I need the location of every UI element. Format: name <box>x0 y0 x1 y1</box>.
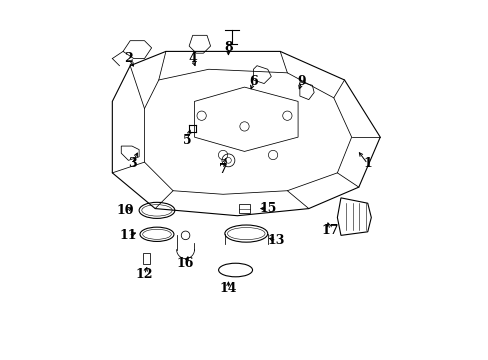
Text: 9: 9 <box>297 75 305 88</box>
Text: 10: 10 <box>116 204 133 217</box>
Text: 16: 16 <box>177 257 194 270</box>
Text: 2: 2 <box>124 52 133 65</box>
Text: 14: 14 <box>219 283 237 296</box>
Text: 11: 11 <box>120 229 137 242</box>
Text: 3: 3 <box>127 157 136 170</box>
Text: 8: 8 <box>224 41 232 54</box>
Text: 4: 4 <box>188 52 197 65</box>
Text: 17: 17 <box>321 224 338 237</box>
Text: 15: 15 <box>259 202 276 215</box>
Text: 5: 5 <box>183 134 191 147</box>
Text: 13: 13 <box>267 234 285 247</box>
Text: 7: 7 <box>218 163 227 176</box>
Text: 6: 6 <box>248 75 257 88</box>
Text: 1: 1 <box>363 157 371 170</box>
Text: 12: 12 <box>136 268 153 281</box>
